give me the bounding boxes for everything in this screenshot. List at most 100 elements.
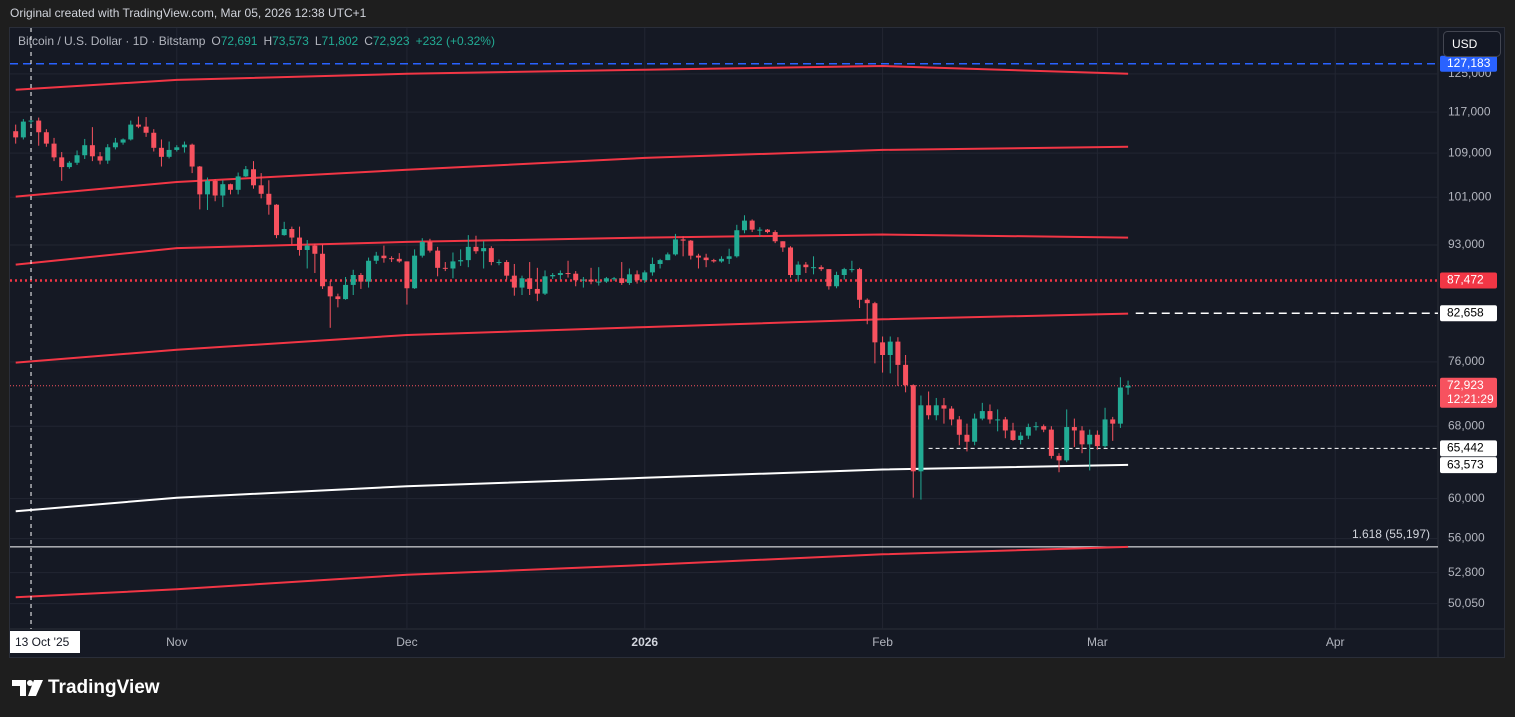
candle-body [695, 255, 701, 258]
candle-body [396, 258, 402, 262]
candle-body [465, 246, 471, 261]
candle-body [933, 405, 939, 416]
candle-body [718, 258, 724, 262]
legend-o: O [211, 34, 220, 48]
x-tick-label: 2026 [631, 635, 658, 649]
candle-body [158, 147, 164, 157]
candle-body [1033, 426, 1039, 428]
candle-body [642, 272, 648, 281]
candle-body [419, 241, 425, 256]
candle-body [926, 405, 932, 416]
countdown-label: 12:21:29 [1447, 392, 1494, 406]
y-tick-label: 60,000 [1448, 491, 1485, 505]
candle-body [266, 193, 272, 205]
candle-body [427, 241, 433, 251]
candle-body [335, 296, 341, 300]
candle-body [1048, 429, 1054, 456]
candle-body [880, 342, 886, 356]
candle-body [665, 254, 671, 261]
candle-body [941, 405, 947, 409]
candle-body [350, 274, 356, 285]
candle-body [297, 237, 303, 250]
candle-body [143, 126, 149, 133]
candle-body [841, 269, 847, 275]
candle-body [672, 239, 678, 255]
candle-body [972, 418, 978, 442]
candle-body [703, 257, 709, 261]
candle-body [43, 132, 49, 144]
candle-body [504, 262, 510, 276]
level-label-box [1440, 55, 1497, 72]
candle-body [258, 185, 264, 194]
candle-body [826, 269, 832, 287]
candle-body [711, 260, 717, 262]
candle-body [741, 220, 747, 231]
candle-body [366, 260, 372, 282]
candle-body [680, 239, 686, 241]
candle-body [657, 260, 663, 264]
candle-body [872, 303, 878, 343]
candle-body [1056, 455, 1062, 461]
x-tick-label: Nov [166, 635, 187, 649]
logo-dot [27, 680, 33, 686]
legend-high: 73,573 [272, 34, 309, 48]
y-tick-label: 56,000 [1448, 531, 1485, 545]
band-line [15, 233, 1129, 266]
candle-body [204, 180, 210, 195]
legend-close: 72,923 [373, 34, 410, 48]
candle-body [580, 279, 586, 281]
candle-body [135, 124, 141, 127]
candle-body [634, 274, 640, 281]
brand-logo: TradingView [12, 677, 160, 698]
level-label-box [1440, 440, 1497, 457]
candle-body [1041, 426, 1047, 430]
candle-body [97, 156, 103, 161]
candle-body [389, 258, 395, 260]
level-label: 65,442 [1447, 441, 1484, 455]
candle-body [481, 248, 487, 252]
candle-body [519, 278, 525, 288]
candle-body [726, 256, 732, 259]
candle-body [918, 405, 924, 472]
candle-body [1079, 430, 1085, 445]
candle-body [304, 245, 310, 250]
candle-body [82, 145, 88, 156]
candle-body [603, 278, 609, 282]
candle-body [511, 275, 517, 288]
candle-body [619, 278, 625, 283]
candle-body [250, 169, 256, 186]
candle-body [1002, 419, 1008, 431]
y-tick-label: 93,000 [1448, 237, 1485, 251]
candle-body [596, 281, 602, 283]
y-tick-label: 101,000 [1448, 189, 1492, 203]
legend-symbol: Bitcoin / U.S. Dollar · 1D · Bitstamp [18, 34, 206, 48]
candle-body [995, 419, 1001, 421]
candle-body [343, 284, 349, 300]
candle-body [1125, 385, 1131, 388]
currency-button-box[interactable] [1443, 31, 1501, 57]
overlay: 125,000117,000109,000101,00093,00076,000… [10, 55, 1497, 653]
candle-body [1071, 427, 1077, 431]
x-tick-label: Apr [1326, 635, 1345, 649]
y-tick-label: 117,000 [1448, 104, 1491, 118]
candle-body [435, 250, 441, 268]
candle-body [189, 144, 195, 167]
level-label-box [1440, 377, 1497, 408]
candle-body [496, 262, 502, 264]
candle-body [1064, 427, 1070, 461]
y-tick-label: 50,050 [1448, 596, 1485, 610]
candle-body [381, 255, 387, 259]
level-label: 72,923 [1447, 378, 1484, 392]
candle-body [864, 299, 870, 304]
candle-body [13, 131, 19, 138]
candle-body [28, 120, 34, 122]
candle-body [688, 240, 694, 256]
candle-body [59, 157, 65, 168]
candle-body [818, 267, 824, 270]
candle-body [565, 273, 571, 275]
candle-body [987, 411, 993, 420]
currency-button[interactable]: USD [1443, 31, 1501, 57]
currency-button-label[interactable]: USD [1452, 37, 1478, 51]
candle-body [772, 232, 778, 242]
candle-body [979, 411, 985, 419]
